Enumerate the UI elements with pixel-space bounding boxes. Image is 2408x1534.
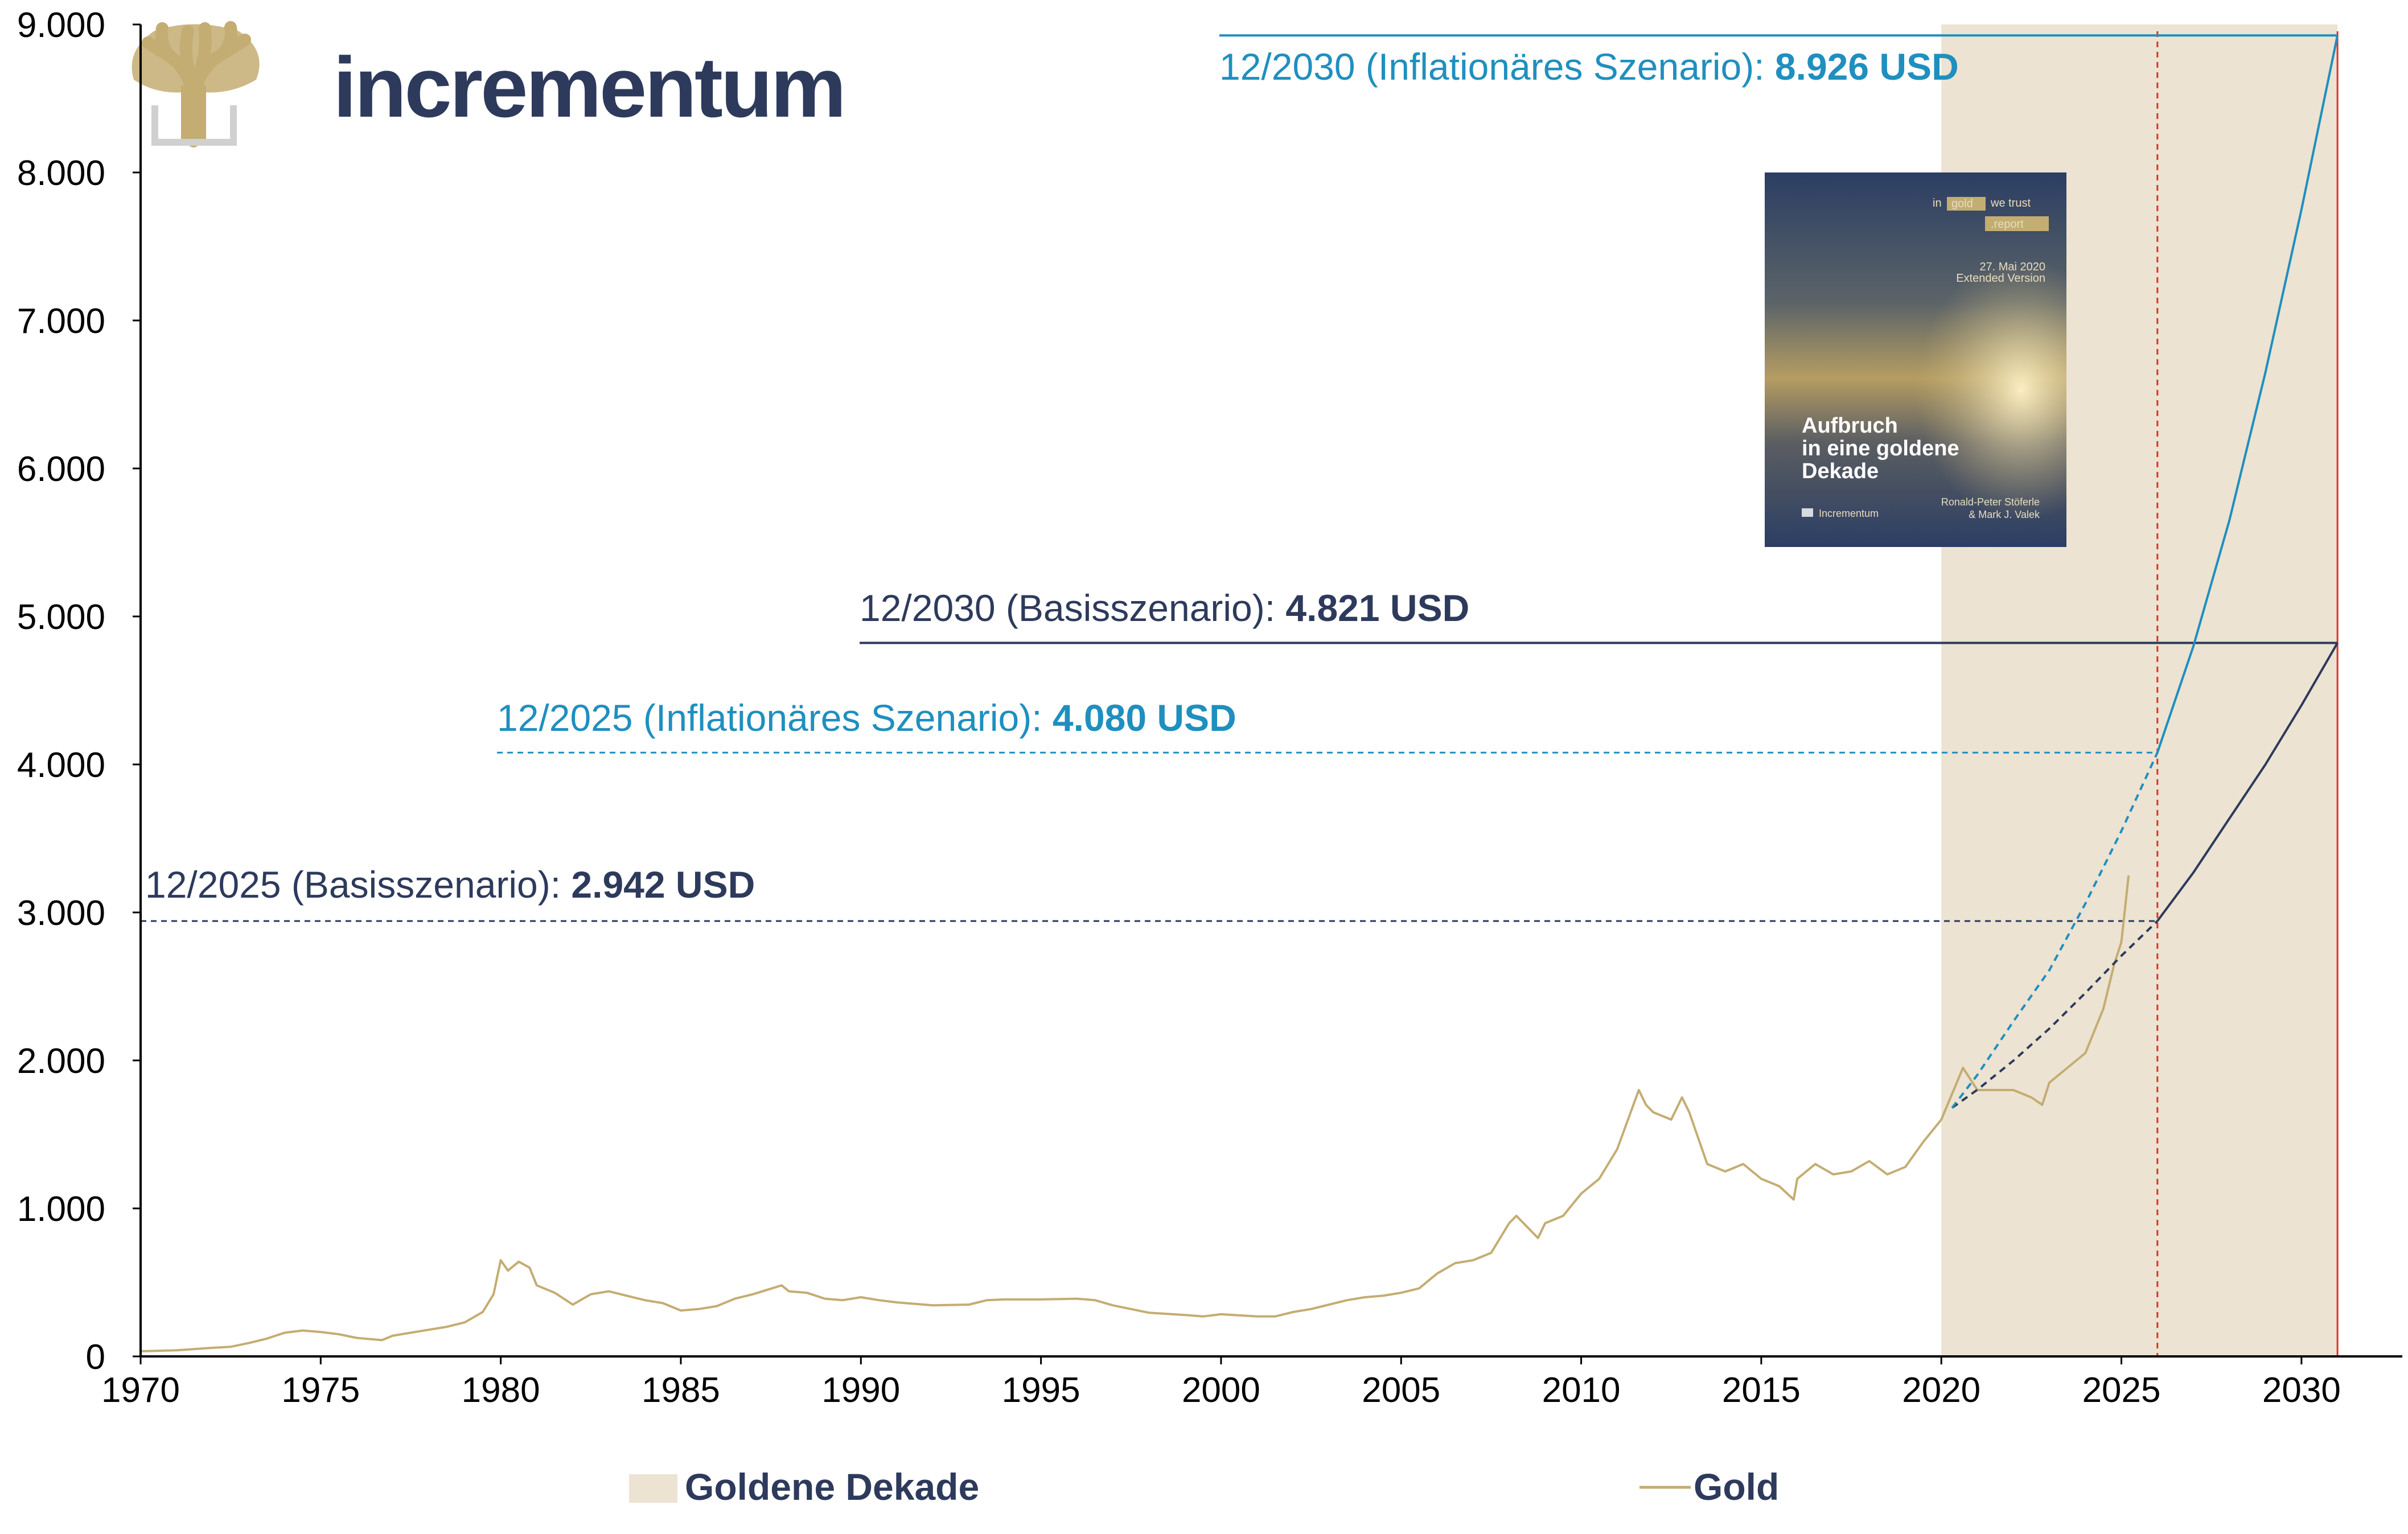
x-tick-label: 2010 (1542, 1371, 1621, 1410)
x-tick-label: 1995 (1002, 1371, 1080, 1410)
x-tick-label: 1970 (101, 1371, 180, 1410)
annotation-base-2025-label: 12/2025 (Basisszenario): (145, 863, 571, 906)
x-tick-label: 1980 (462, 1371, 540, 1410)
x-tick-label: 1985 (642, 1371, 720, 1410)
series-base-to-2030-line (2156, 642, 2339, 922)
y-tick-label: 8.000 (17, 154, 105, 193)
y-tick-label: 4.000 (17, 746, 105, 785)
cover-author-1: Ronald-Peter Stöferle (1941, 496, 2040, 508)
cover-logo-icon (1802, 508, 1813, 517)
x-tick-label: 2030 (2262, 1371, 2341, 1410)
annotation-base-2025: 12/2025 (Basisszenario): 2.942 USD (145, 863, 755, 906)
cover-we-trust: we trust (1990, 197, 2031, 209)
cover-title-2: in eine goldene (1802, 437, 1959, 460)
cover-edition: Extended Version (1956, 272, 2045, 285)
annotation-inflation-2030: 12/2030 (Inflationäres Szenario): 8.926 … (1219, 46, 1959, 88)
annotation-base-2030-label: 12/2030 (Basisszenario): (860, 587, 1285, 629)
x-tick-label: 1990 (821, 1371, 900, 1410)
legend-shade-swatch (629, 1474, 677, 1503)
series-gold-line (140, 875, 2130, 1352)
y-tick-label: 7.000 (17, 302, 105, 341)
x-tick-label: 2020 (1902, 1371, 1980, 1410)
y-tick-label: 9.000 (17, 6, 105, 45)
y-tick-label: 6.000 (17, 450, 105, 489)
annotation-base-2030: 12/2030 (Basisszenario): 4.821 USD (860, 587, 1469, 629)
annotation-inflation-2025-value: 4.080 USD (1053, 697, 1236, 739)
x-tick-label: 2000 (1182, 1371, 1260, 1410)
series-inflation-to-2025-line (1951, 752, 2159, 1109)
cover-title-3: Dekade (1802, 459, 1879, 483)
legend: Goldene Dekade Gold (629, 1466, 1779, 1508)
y-tick-label: 0 (86, 1338, 105, 1377)
y-tick-label: 5.000 (17, 598, 105, 637)
cover-date: 27. Mai 2020 (1979, 261, 2045, 273)
annotation-inflation-2025: 12/2025 (Inflationäres Szenario): 4.080 … (497, 697, 1236, 739)
legend-gold-label: Gold (1694, 1466, 1779, 1508)
annotations: 12/2030 (Inflationäres Szenario): 8.926 … (145, 46, 1959, 906)
annotation-inflation-2030-label: 12/2030 (Inflationäres Szenario): (1219, 46, 1775, 88)
x-tick-label: 2025 (2082, 1371, 2161, 1410)
x-tick-label: 1975 (281, 1371, 360, 1410)
incrementum-logo-text: incrementum (333, 39, 844, 135)
annotation-inflation-2025-label: 12/2025 (Inflationäres Szenario): (497, 697, 1053, 739)
annotation-base-2025-value: 2.942 USD (571, 863, 755, 906)
cover-author-2: & Mark J. Valek (1969, 509, 2040, 520)
cover-brand: Incrementum (1819, 508, 1879, 519)
series-base-to-2025-line (1951, 920, 2159, 1109)
cover-gold: gold (1951, 198, 1973, 210)
report-cover: in gold we trust .report 27. Mai 2020 Ex… (1765, 172, 2066, 547)
x-tick-label: 2005 (1362, 1371, 1440, 1410)
y-tick-label: 3.000 (17, 894, 105, 933)
y-tick-label: 1.000 (17, 1190, 105, 1229)
cover-report: .report (1991, 218, 2024, 231)
annotation-inflation-2030-value: 8.926 USD (1775, 46, 1959, 88)
annotation-base-2030-value: 4.821 USD (1285, 587, 1469, 629)
cover-in: in (1933, 197, 1942, 209)
y-tick-label: 2.000 (17, 1042, 105, 1081)
tree-icon (132, 21, 260, 147)
cover-title-1: Aufbruch (1802, 414, 1898, 438)
x-tick-label: 2015 (1722, 1371, 1801, 1410)
incrementum-logo: incrementum (132, 21, 847, 147)
legend-shade-label: Goldene Dekade (685, 1466, 979, 1508)
series-inflation-to-2030-line (2156, 35, 2339, 753)
